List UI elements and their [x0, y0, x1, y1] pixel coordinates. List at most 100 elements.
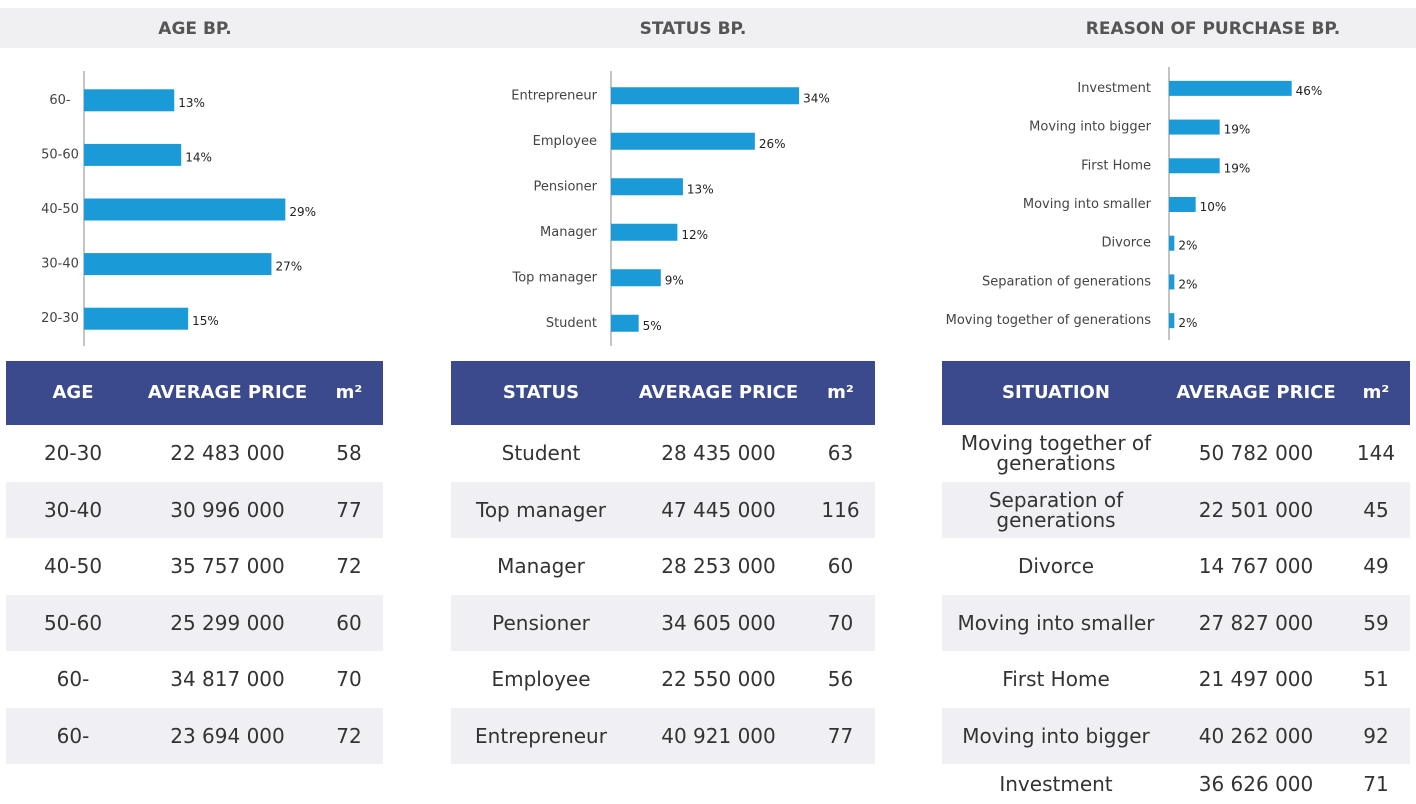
title-band [0, 8, 1416, 48]
value-label: 19% [1224, 123, 1251, 137]
table-cell: 59 [1342, 594, 1410, 651]
category-label: 40-50 [41, 202, 79, 217]
bar [1169, 80, 1292, 96]
value-label: 5% [643, 319, 662, 333]
table-row: 60- 23 694 000 72 [6, 707, 383, 764]
value-label: 19% [1224, 161, 1251, 175]
table-cell: 144 [1356, 441, 1396, 466]
value-label: 15% [192, 314, 219, 328]
table-cell: 92 [1342, 707, 1410, 764]
table: AGE AVERAGE PRICE m² 20-30 22 483 000 58 30-40… [6, 361, 383, 764]
category-label: Moving together of generations [946, 313, 1152, 328]
bar [611, 314, 639, 332]
table-cell: Entrepreneur [451, 707, 631, 764]
bar [84, 253, 272, 276]
value-label: 13% [178, 96, 205, 110]
column-header: AVERAGE PRICE [631, 361, 806, 425]
table-cell: 23 694 000 [140, 707, 315, 764]
column-header: SITUATION [942, 361, 1170, 425]
table-cell: 70 [806, 594, 875, 651]
table-cell: 77 [315, 481, 383, 538]
category-label: 60- [49, 93, 71, 108]
category-label: 50-60 [41, 147, 79, 162]
column-header: AVERAGE PRICE [1170, 361, 1342, 425]
table-row: Manager 28 253 000 60 [451, 538, 875, 595]
column-header: m² [806, 361, 875, 425]
category-label: Pensioner [533, 179, 597, 194]
category-label: First Home [1081, 158, 1151, 173]
chart-title: STATUS BP. [640, 19, 747, 39]
category-label: 20-30 [41, 311, 79, 326]
table-cell: First Home [1002, 667, 1110, 692]
table-cell: 47 445 000 [631, 481, 806, 538]
table-cell: 21 497 000 [1198, 667, 1314, 692]
value-label: 9% [665, 273, 684, 287]
table-cell: 72 [336, 554, 362, 579]
table-cell: 70 [336, 667, 362, 692]
value-label: 2% [1178, 239, 1197, 253]
table-cell: 60- [6, 707, 140, 764]
table-cell: 35 757 000 [170, 554, 285, 579]
table-cell: 36 626 000 [1198, 772, 1314, 796]
value-label: 2% [1178, 316, 1197, 330]
value-label: 27% [275, 260, 302, 274]
table-cell: 28 253 000 [661, 554, 776, 579]
table-cell: Top manager [451, 481, 631, 538]
table-cell: 60 [827, 554, 854, 579]
table-cell: 50 782 000 [1198, 441, 1314, 466]
bar [1169, 197, 1196, 212]
table-cell: 49 [1363, 554, 1389, 579]
category-label: Manager [540, 225, 598, 240]
table-cell: 34 817 000 [170, 667, 285, 692]
table-cell: 22 483 000 [170, 441, 285, 466]
value-label: 13% [687, 182, 714, 196]
value-label: 46% [1296, 84, 1323, 98]
table-cell: Moving into bigger [942, 707, 1170, 764]
column-header: m² [1342, 361, 1410, 425]
category-label: Moving into smaller [1023, 197, 1152, 212]
table-row: Employee 22 550 000 56 [451, 651, 875, 708]
table-cell: 30-40 [6, 481, 140, 538]
table-cell: 40 262 000 [1170, 707, 1342, 764]
bar [611, 132, 755, 150]
table-row: Entrepreneur 40 921 000 77 [451, 707, 875, 764]
table-row: 50-60 25 299 000 60 [6, 594, 383, 651]
bar [84, 89, 175, 112]
table: SITUATION AVERAGE PRICE m² Moving together … [942, 361, 1410, 804]
table-row: Divorce 14 767 000 49 [942, 538, 1410, 595]
table-row: Investment 36 626 000 71 [942, 764, 1410, 804]
table-cell: 116 [806, 481, 875, 538]
charts: AGE BP. 60- 13% 50-60 14% 40-50 29% 30-40 27% 20-… [0, 8, 1416, 346]
table-cell: 34 605 000 [631, 594, 806, 651]
table-cell: 63 [827, 441, 854, 466]
table-cell: 28 435 000 [661, 441, 776, 466]
table-cell: 27 827 000 [1170, 594, 1342, 651]
table-cell: Moving together of generations [960, 431, 1152, 476]
category-label: Separation of generations [982, 274, 1151, 289]
table-row: Pensioner 34 605 000 70 [451, 594, 875, 651]
table-cell: 45 [1342, 481, 1410, 538]
table-cell: 14 767 000 [1198, 554, 1314, 579]
table-cell: 72 [315, 707, 383, 764]
chart-title: REASON OF PURCHASE BP. [1086, 19, 1340, 39]
table-cell: 50-60 [6, 594, 140, 651]
table-cell: 40-50 [43, 554, 103, 579]
header-row: STATUS AVERAGE PRICE m² [451, 361, 875, 425]
bar [1169, 274, 1175, 290]
category-label: Divorce [1102, 236, 1151, 251]
table-row: 60- 34 817 000 70 [6, 651, 383, 708]
bar [1169, 313, 1175, 329]
table-cell: 60 [315, 594, 383, 651]
column-header: m² [315, 361, 383, 425]
table-row: Separation of generations 22 501 000 45 [942, 481, 1410, 538]
table-cell: Moving into smaller [942, 594, 1170, 651]
category-label: Entrepreneur [511, 88, 597, 103]
table-cell: Student [501, 441, 581, 466]
table-row: Moving together of generations 50 782 000… [942, 425, 1410, 482]
table-row: Student 28 435 000 63 [451, 425, 875, 482]
table-cell: Pensioner [451, 594, 631, 651]
value-label: 34% [803, 91, 830, 105]
bar [84, 307, 189, 330]
column-header: AGE [6, 361, 140, 425]
